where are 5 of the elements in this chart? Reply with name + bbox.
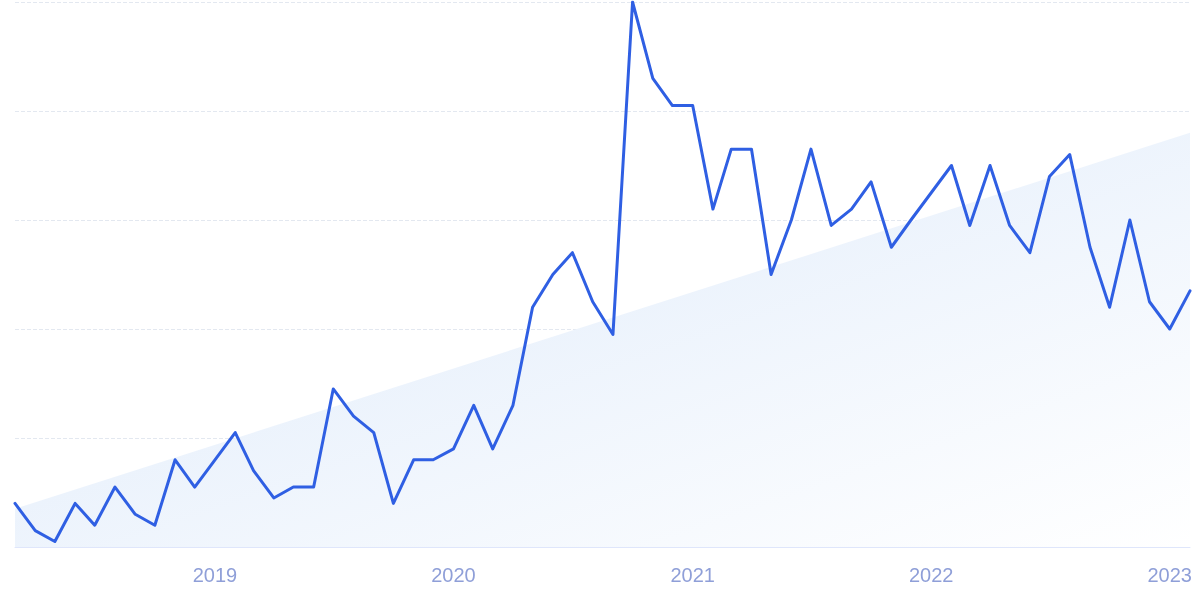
x-tick-label: 2023 (1147, 564, 1192, 586)
x-tick-label: 2021 (670, 564, 715, 586)
x-tick-label: 2019 (192, 564, 238, 586)
x-tick-label: 2020 (431, 564, 476, 586)
x-tick-label: 2022 (908, 564, 954, 586)
